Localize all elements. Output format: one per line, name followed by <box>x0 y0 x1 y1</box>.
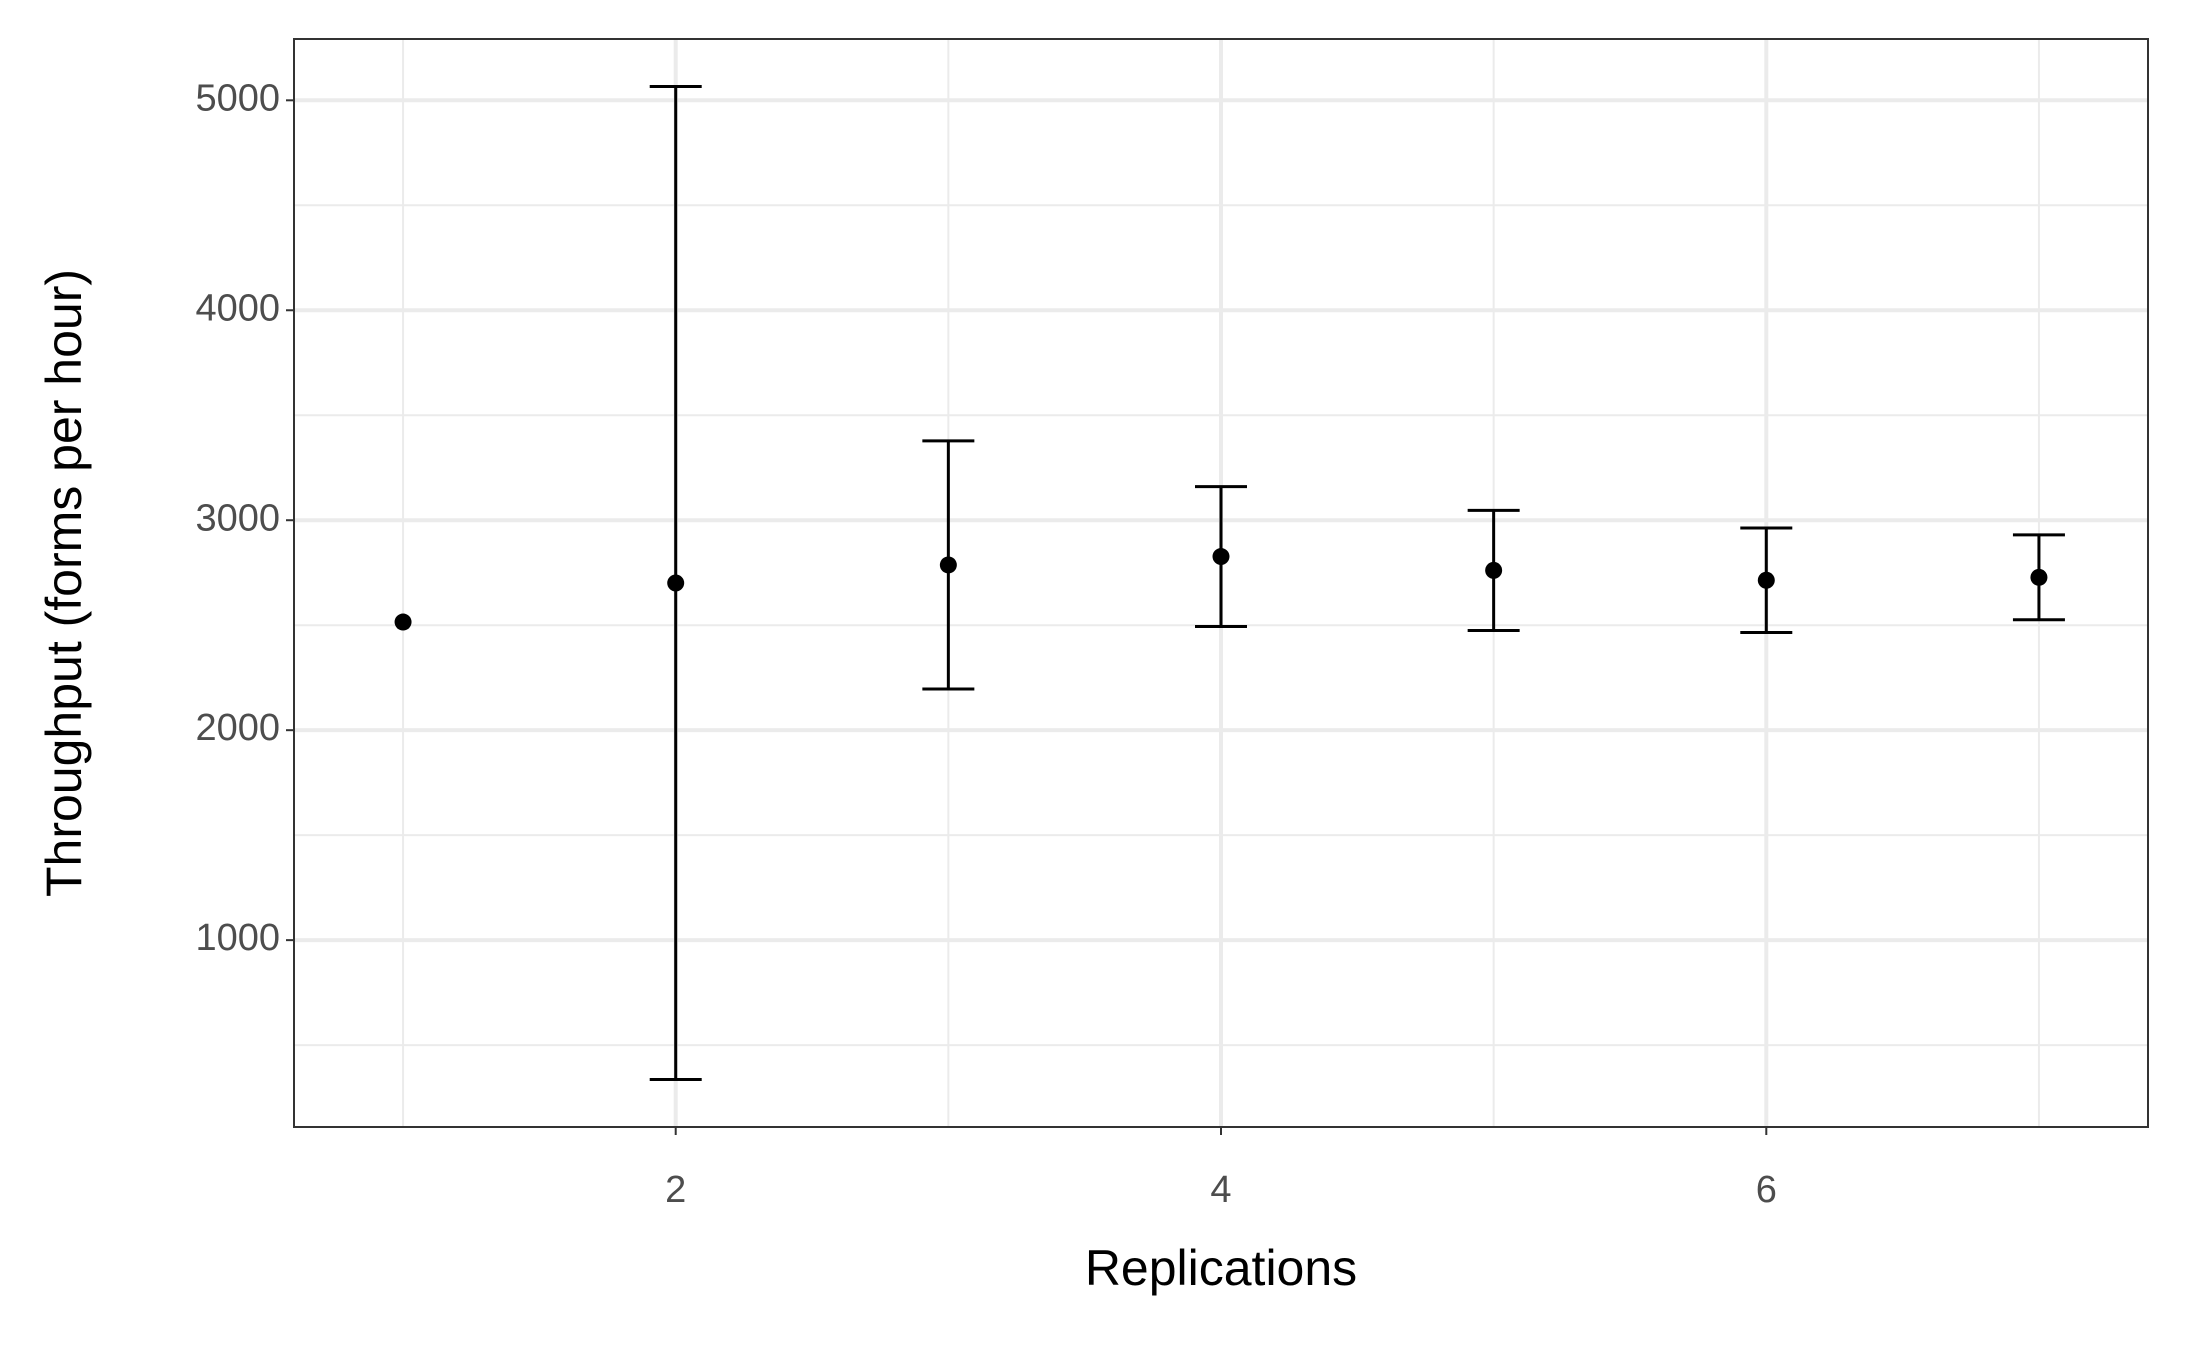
point <box>2030 568 2048 586</box>
y-tick-label: 1000 <box>195 917 280 959</box>
x-axis-title: Replications <box>1085 1240 1357 1296</box>
y-tick-label: 4000 <box>195 287 280 329</box>
y-axis-title: Throughput (forms per hour) <box>36 269 92 897</box>
y-tick-label: 3000 <box>195 497 280 539</box>
y-tick-label: 5000 <box>195 77 280 119</box>
point <box>1212 548 1230 566</box>
x-tick-label: 6 <box>1756 1169 1777 1211</box>
marks <box>394 84 2065 1082</box>
y-tick-label: 2000 <box>195 707 280 749</box>
point <box>939 556 957 574</box>
point <box>1485 561 1503 579</box>
x-tick-label: 2 <box>665 1169 686 1211</box>
point <box>667 574 685 592</box>
point <box>394 613 412 631</box>
x-tick-label: 4 <box>1210 1169 1231 1211</box>
point <box>1757 571 1775 589</box>
